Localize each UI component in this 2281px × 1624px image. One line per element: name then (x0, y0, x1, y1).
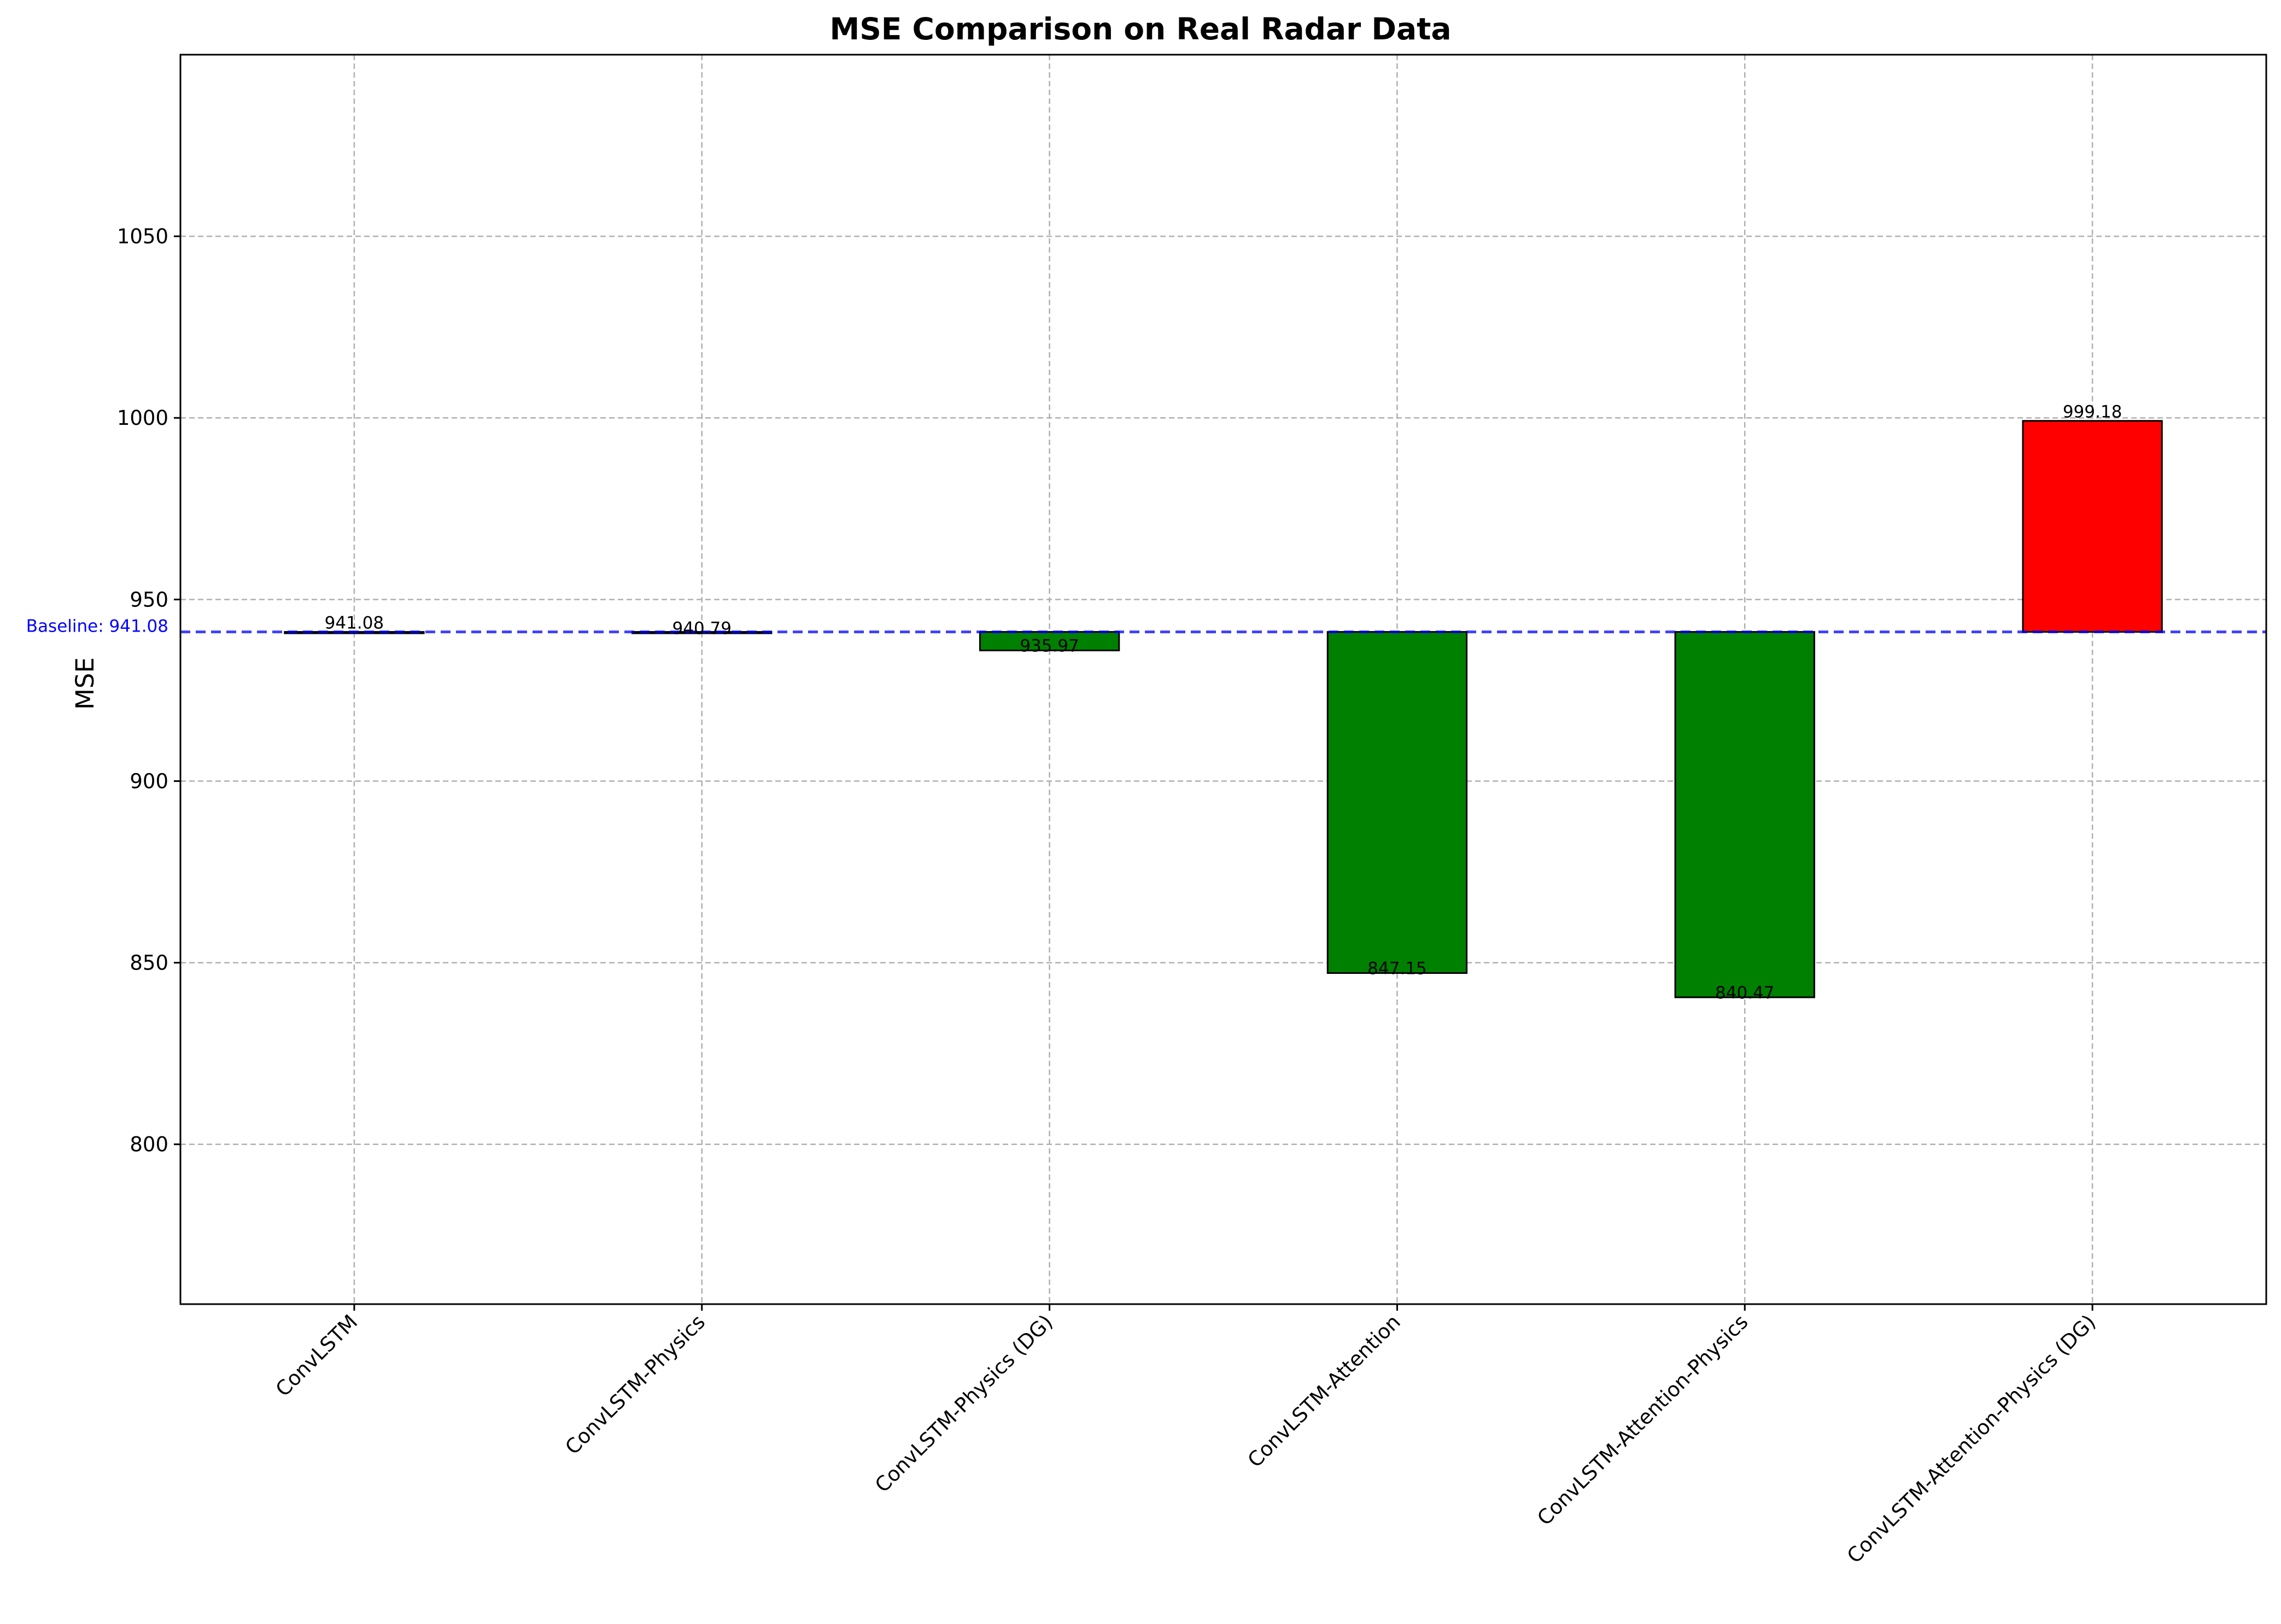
bar (2022, 420, 2163, 633)
plot-frame (179, 54, 2267, 1305)
bar (1674, 631, 1815, 998)
y-axis-label: MSE (71, 657, 100, 710)
bar-value-label: 935.97 (1020, 636, 1079, 656)
y-tick-label: 850 (130, 951, 168, 975)
bar-value-label: 840.47 (1715, 983, 1774, 1003)
bar-value-label: 847.15 (1367, 959, 1426, 979)
bar-value-label: 999.18 (2063, 402, 2122, 422)
y-tick-label: 800 (130, 1133, 168, 1156)
bar-value-label: 941.08 (325, 614, 384, 633)
y-tick-label: 900 (130, 769, 168, 793)
grid (180, 55, 2266, 1304)
y-tick-label: 950 (130, 588, 168, 611)
data-labels: 941.08 940.79 935.97 847.15 840.47 999.18 Base… (26, 402, 2122, 1003)
baseline-label: Baseline: 941.08 (26, 617, 168, 636)
bar (1326, 631, 1468, 974)
bars (284, 420, 2163, 998)
bar (979, 631, 1120, 652)
y-tick-label: 1050 (117, 225, 168, 248)
chart-title: MSE Comparison on Real Radar Data (829, 11, 1451, 46)
bar-value-label: 940.79 (672, 619, 732, 639)
y-tick-label: 1000 (117, 406, 168, 430)
